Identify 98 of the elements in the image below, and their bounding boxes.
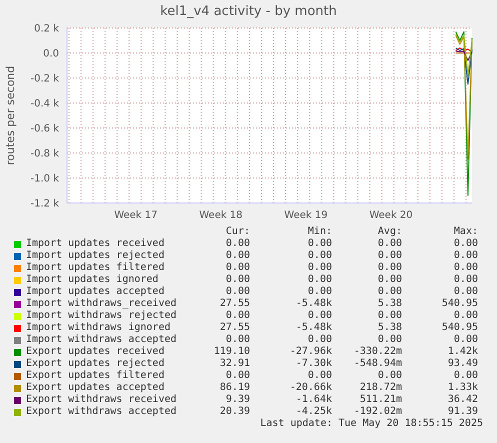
text: 0.00 xyxy=(308,286,332,297)
legend-label: Import withdraws rejected xyxy=(26,310,177,321)
text: 0.00 xyxy=(226,334,250,345)
text: 0.00 xyxy=(308,310,332,321)
text: 36.42 xyxy=(448,394,478,405)
legend-label: Import withdraws accepted xyxy=(26,334,177,345)
text: 5.38 xyxy=(378,322,402,333)
legend-label: Import withdraws_received xyxy=(26,298,177,309)
text: 0.00 xyxy=(308,250,332,261)
legend-label: Export updates rejected xyxy=(26,358,164,369)
text: -4.25k xyxy=(296,406,332,417)
legend-label: Export updates accepted xyxy=(26,382,164,393)
text: -7.30k xyxy=(296,358,332,369)
legend-label: Export updates filtered xyxy=(26,370,164,381)
text: 5.38 xyxy=(378,298,402,309)
text: 1.42k xyxy=(448,346,478,357)
chart-title: kel1_v4 activity - by month xyxy=(159,4,338,19)
text: 0.00 xyxy=(226,238,250,249)
y-tick-label: -1.0 k xyxy=(30,174,60,185)
text: 0.00 xyxy=(226,274,250,285)
text: 0.00 xyxy=(454,238,478,249)
line-series xyxy=(455,34,472,76)
text: 0.00 xyxy=(454,250,478,261)
text: 0.00 xyxy=(454,286,478,297)
legend-label: Export withdraws accepted xyxy=(26,406,177,417)
text: 0.00 xyxy=(226,250,250,261)
text: 32.91 xyxy=(220,358,250,369)
text: 27.55 xyxy=(220,322,250,333)
text: 0.00 xyxy=(378,274,402,285)
text: 0.00 xyxy=(378,286,402,297)
text: -192.02m xyxy=(354,406,402,417)
text: 0.00 xyxy=(378,334,402,345)
text: 0.00 xyxy=(226,370,250,381)
text: 91.39 xyxy=(448,406,478,417)
x-tick-label: Week 17 xyxy=(114,210,158,222)
text: 0.00 xyxy=(226,286,250,297)
text: Avg: xyxy=(378,226,402,237)
legend-label: Import updates ignored xyxy=(26,274,158,285)
line-series xyxy=(455,48,472,85)
text: 0.00 xyxy=(308,334,332,345)
text: 0.00 xyxy=(454,334,478,345)
text: 0.00 xyxy=(226,310,250,321)
line-series xyxy=(455,35,472,160)
text: 20.39 xyxy=(220,406,250,417)
text: 0.00 xyxy=(454,370,478,381)
text: Min: xyxy=(308,226,332,237)
y-tick-label: -0.2 k xyxy=(30,74,60,85)
x-tick-label: Week 18 xyxy=(199,210,243,222)
text: -27.96k xyxy=(290,346,332,357)
text: 1.33k xyxy=(448,382,478,393)
x-tick-label: Week 20 xyxy=(369,210,413,222)
text: 0.00 xyxy=(308,238,332,249)
text: 86.19 xyxy=(220,382,250,393)
text: 540.95 xyxy=(442,322,478,333)
y-tick-label: -1.2 k xyxy=(30,198,60,210)
text: -330.22m xyxy=(354,346,402,357)
text: 93.49 xyxy=(448,358,478,369)
text: 0.00 xyxy=(308,370,332,381)
legend-label: Import updates rejected xyxy=(26,250,164,261)
text: 0.00 xyxy=(454,262,478,273)
x-tick-label: Week 19 xyxy=(284,210,328,222)
text: 27.55 xyxy=(220,298,250,309)
line-series xyxy=(455,50,472,61)
text: -5.48k xyxy=(296,298,332,309)
text: 0.00 xyxy=(378,262,402,273)
text: 0.00 xyxy=(378,238,402,249)
text: 9.39 xyxy=(226,394,250,405)
legend-label: Import withdraws ignored xyxy=(26,322,170,333)
text: -548.94m xyxy=(354,358,402,369)
text: 0.00 xyxy=(378,250,402,261)
text: 0.00 xyxy=(378,370,402,381)
text: 119.10 xyxy=(214,346,250,357)
legend-label: Import updates accepted xyxy=(26,286,164,297)
text: 0.00 xyxy=(454,310,478,321)
text: Max: xyxy=(454,226,478,237)
y-axis-title: routes per second xyxy=(4,66,18,166)
text: -1.64k xyxy=(296,394,332,405)
y-tick-label: -0.8 k xyxy=(30,148,60,160)
y-tick-label: 0.0 xyxy=(43,48,59,60)
text: 0.00 xyxy=(378,310,402,321)
text: -5.48k xyxy=(296,322,332,333)
text: 540.95 xyxy=(442,298,478,309)
y-tick-label: 0.2 k xyxy=(34,24,60,35)
legend-label: Import updates filtered xyxy=(26,262,164,273)
text: 0.00 xyxy=(454,274,478,285)
y-tick-label: -0.4 k xyxy=(30,98,60,110)
text: 0.00 xyxy=(308,274,332,285)
text: 0.00 xyxy=(226,262,250,273)
text: 218.72m xyxy=(360,382,402,393)
text: -20.66k xyxy=(290,382,332,393)
legend-label: Import updates received xyxy=(26,238,164,249)
legend-label: Export updates received xyxy=(26,346,164,357)
text: 0.00 xyxy=(308,262,332,273)
y-tick-label: -0.6 k xyxy=(30,124,60,135)
text: 511.21m xyxy=(360,394,402,405)
text: Last update: Tue May 20 18:55:15 2025 xyxy=(260,418,483,429)
text: Cur: xyxy=(226,226,250,237)
legend-label: Export withdraws received xyxy=(26,394,177,405)
